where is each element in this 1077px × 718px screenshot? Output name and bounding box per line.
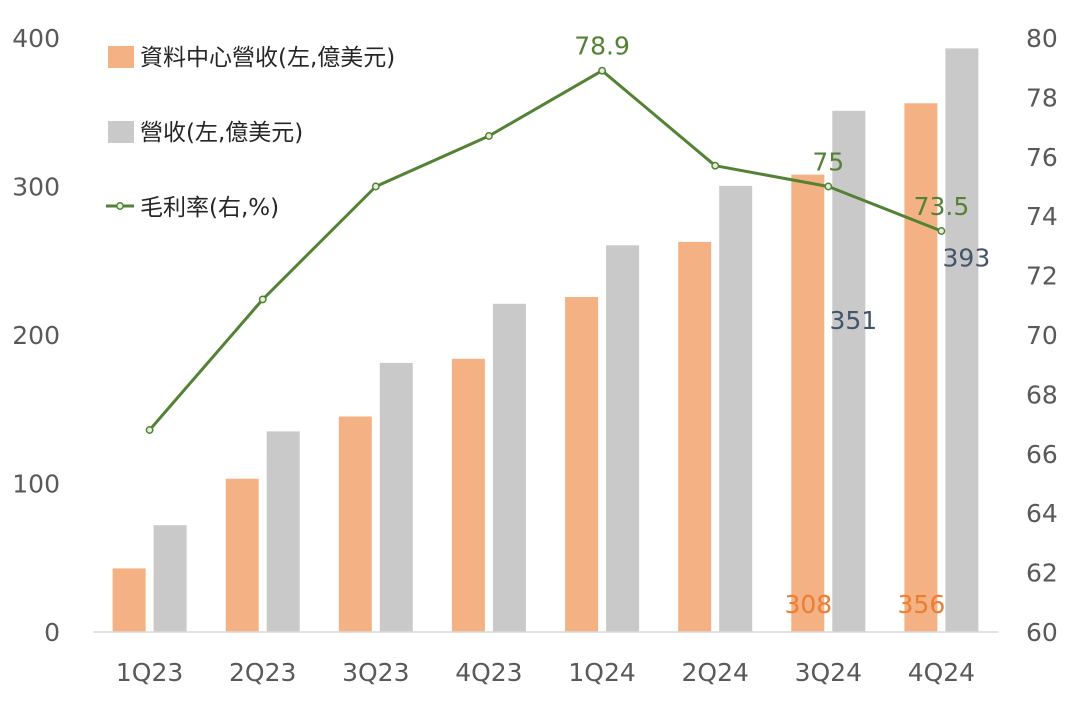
datacenter-value-label-4Q24: 356 xyxy=(898,590,946,619)
margin-value-label-4Q24: 73.5 xyxy=(914,192,970,221)
bar-revenue-4Q24 xyxy=(945,48,979,632)
margin-point-2Q23 xyxy=(258,295,267,304)
right-tick-label: 80 xyxy=(1026,24,1058,53)
right-tick-label: 68 xyxy=(1026,380,1058,409)
left-tick-label: 200 xyxy=(12,321,60,350)
bar-revenue-3Q23 xyxy=(379,362,413,632)
margin-point-1Q24 xyxy=(598,66,607,75)
bar-revenue-2Q24 xyxy=(719,185,753,632)
revenue-value-label-4Q24: 393 xyxy=(943,243,991,272)
x-tick-label: 2Q23 xyxy=(229,658,296,687)
right-tick-label: 72 xyxy=(1026,262,1058,291)
bar-datacenter-4Q23 xyxy=(451,358,485,632)
left-tick-label: 100 xyxy=(12,470,60,499)
x-tick-label: 4Q24 xyxy=(908,658,975,687)
x-tick-label: 3Q24 xyxy=(795,658,862,687)
bar-datacenter-3Q24 xyxy=(791,174,825,632)
bar-datacenter-3Q23 xyxy=(338,416,372,632)
bar-datacenter-2Q24 xyxy=(678,241,712,632)
left-tick-label: 0 xyxy=(44,618,60,647)
left-tick-label: 400 xyxy=(12,24,60,53)
bar-revenue-1Q24 xyxy=(606,245,640,633)
bar-revenue-2Q23 xyxy=(266,431,300,632)
legend-label-margin: 毛利率(右,%) xyxy=(140,195,279,221)
x-tick-label: 1Q24 xyxy=(568,658,635,687)
line-series-group xyxy=(145,66,946,434)
right-tick-label: 66 xyxy=(1026,440,1058,469)
legend: 資料中心營收(左,億美元) 營收(左,億美元) 毛利率(右,%) xyxy=(106,45,395,221)
bar-series-group xyxy=(112,48,979,633)
bar-datacenter-4Q24 xyxy=(904,103,938,633)
margin-value-label-3Q24: 75 xyxy=(812,148,844,177)
x-axis-ticks: 1Q23 2Q23 3Q23 4Q23 1Q24 2Q24 3Q24 4Q24 xyxy=(116,658,975,687)
left-tick-label: 300 xyxy=(12,173,60,202)
x-tick-label: 2Q24 xyxy=(681,658,748,687)
right-tick-label: 64 xyxy=(1026,499,1058,528)
data-labels: 308 356 351 393 78.9 75 73.5 xyxy=(574,32,990,619)
bar-revenue-1Q23 xyxy=(153,525,187,632)
right-tick-label: 76 xyxy=(1026,143,1058,172)
bar-datacenter-2Q23 xyxy=(225,478,259,632)
bar-revenue-4Q23 xyxy=(492,303,526,632)
right-axis-ticks: 60 62 64 66 68 70 72 74 76 78 80 xyxy=(1026,24,1058,647)
right-tick-label: 78 xyxy=(1026,83,1058,112)
bar-datacenter-1Q23 xyxy=(112,568,146,632)
legend-label-revenue: 營收(左,億美元) xyxy=(140,120,303,146)
right-tick-label: 62 xyxy=(1026,559,1058,588)
datacenter-value-label-3Q24: 308 xyxy=(784,590,832,619)
legend-swatch-margin-marker xyxy=(116,202,124,210)
margin-point-4Q24 xyxy=(937,227,946,235)
right-tick-label: 74 xyxy=(1026,202,1058,231)
legend-swatch-revenue xyxy=(108,121,134,143)
left-axis-ticks: 0 100 200 300 400 xyxy=(12,24,60,647)
legend-label-datacenter: 資料中心營收(左,億美元) xyxy=(140,45,395,71)
margin-point-3Q24 xyxy=(824,182,833,191)
margin-value-label-1Q24: 78.9 xyxy=(574,32,630,61)
margin-point-2Q24 xyxy=(711,161,720,170)
revenue-value-label-3Q24: 351 xyxy=(829,306,877,335)
bar-datacenter-1Q24 xyxy=(565,297,599,632)
right-tick-label: 70 xyxy=(1026,321,1058,350)
margin-line xyxy=(148,69,942,431)
x-tick-label: 4Q23 xyxy=(455,658,522,687)
right-tick-label: 60 xyxy=(1026,618,1058,647)
legend-swatch-datacenter xyxy=(108,46,134,68)
x-tick-label: 3Q23 xyxy=(342,658,409,687)
x-tick-label: 1Q23 xyxy=(116,658,183,687)
margin-point-4Q23 xyxy=(484,132,493,140)
margin-point-3Q23 xyxy=(371,182,380,191)
margin-point-1Q23 xyxy=(145,426,154,434)
